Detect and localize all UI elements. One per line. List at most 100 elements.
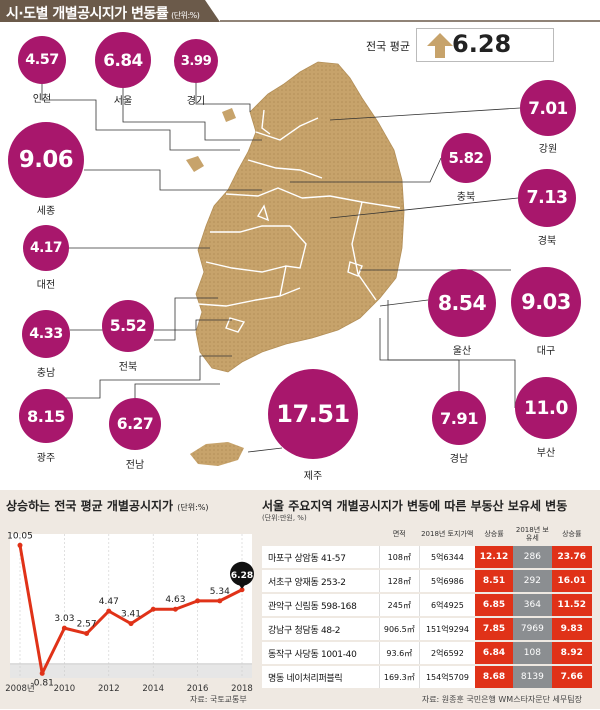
- region-name: 제주: [303, 471, 323, 482]
- national-average-value: 6.28: [452, 30, 512, 58]
- row-area: 128㎡: [378, 569, 420, 594]
- region-bubble: 8.54: [428, 269, 496, 337]
- table-row: 서초구 양재동 253-2 128㎡ 5억6986 8.51 292 16.01: [262, 569, 592, 594]
- leader-line: [195, 83, 251, 112]
- highlight-badge: [230, 561, 254, 586]
- national-average-label: 전국 평균: [366, 40, 410, 53]
- point-label: 3.41: [121, 610, 141, 620]
- region-value: 7.01: [528, 98, 568, 118]
- line-point: [84, 631, 90, 637]
- table-header-area: 면적: [392, 530, 406, 538]
- row-rise: 6.85: [474, 593, 514, 618]
- region-value: 6.84: [103, 50, 143, 70]
- region-name: 충남: [36, 368, 56, 379]
- point-label: 5.34: [210, 587, 230, 597]
- up-arrow-icon: [427, 33, 453, 58]
- point-label: 3.03: [54, 614, 74, 624]
- point-label: 2.57: [77, 620, 97, 630]
- row-price: 5억6344: [419, 546, 475, 570]
- line-point: [217, 598, 223, 604]
- region-name: 충북: [456, 192, 476, 203]
- line-point: [61, 625, 67, 631]
- leader-line: [329, 197, 519, 219]
- line-point: [39, 670, 45, 676]
- row-tax: 8139: [513, 665, 552, 690]
- point-label: 4.47: [99, 597, 119, 607]
- region-value: 8.54: [437, 291, 487, 315]
- table-header-tax: 2018년 보유세: [515, 526, 549, 542]
- leader-line: [247, 447, 283, 453]
- region-bubble: 11.0: [515, 377, 577, 439]
- row-price: 6억4925: [419, 593, 475, 618]
- region-value: 3.99: [180, 53, 212, 69]
- row-area: 906.5㎡: [378, 617, 420, 642]
- table-source: 자료: 원종훈 국민은행 WM스타자문단 세무팀장: [421, 695, 582, 704]
- line-chart: 10.05 -0.81 3.032.57 4.473.41 4.63 5.346.28 20…: [5, 531, 254, 694]
- region-value: 5.82: [448, 149, 484, 167]
- region-name: 인천: [32, 94, 52, 105]
- row-tax-rise: 9.83: [551, 617, 592, 642]
- row-rise: 12.12: [474, 546, 514, 570]
- region-bubble: 5.82: [441, 133, 491, 183]
- region-bubble: 5.52: [102, 300, 154, 352]
- line-point: [195, 598, 201, 604]
- jeju-shape: [190, 442, 244, 466]
- row-area: 245㎡: [378, 593, 420, 618]
- region-bubble: 9.06: [8, 122, 84, 198]
- region-bubble: 8.15: [19, 389, 73, 443]
- region-bubble: 6.84: [95, 32, 151, 88]
- tax-table: 면적 2018년 토지가액 상승률 2018년 보유세 상승률 마포구 상암동 …: [262, 522, 592, 690]
- plot-area-negative: [10, 663, 252, 678]
- plot-area-positive: [10, 534, 252, 664]
- table-row: 동작구 사당동 1001-40 93.6㎡ 2억6592 6.84 108 8.92: [262, 641, 592, 666]
- row-name: 마포구 상암동 41-57: [262, 546, 380, 570]
- region-name: 세종: [36, 206, 56, 217]
- row-tax-rise: 7.66: [551, 665, 592, 690]
- point-label: 4.63: [165, 595, 185, 605]
- point-label: 6.28: [231, 571, 253, 581]
- line-point: [239, 587, 245, 593]
- row-rise: 6.84: [474, 641, 514, 666]
- leader-line: [329, 107, 521, 121]
- region-value: 6.27: [116, 415, 154, 433]
- region-bubble: 7.91: [432, 391, 486, 445]
- region-bubble: 7.01: [520, 80, 576, 136]
- region-value: 9.06: [18, 147, 74, 173]
- row-price: 154억5709: [419, 665, 475, 690]
- page-title: 시·도별 개별공시지가 변동률 (단위:%): [6, 6, 200, 22]
- x-tick-label: 2016: [187, 684, 209, 694]
- row-price: 151억9294: [419, 617, 475, 642]
- region-bubble: 4.33: [22, 310, 70, 358]
- leader-line: [84, 169, 262, 191]
- row-area: 169.3㎡: [378, 665, 420, 690]
- line-chart-title: 상승하는 전국 평균 개별공시지가 (단위:%): [6, 499, 209, 513]
- region-value: 11.0: [524, 397, 568, 419]
- region-name: 강원: [538, 144, 558, 155]
- leader-line: [134, 383, 220, 398]
- table-unit: (단위:만원, %): [262, 514, 307, 522]
- line-point: [172, 606, 178, 612]
- region-name: 대구: [536, 346, 556, 357]
- x-tick-label: 2018: [231, 684, 253, 694]
- line-chart-source: 자료: 국토교통부: [190, 695, 247, 704]
- islands-shape: [186, 108, 236, 172]
- line-point: [106, 608, 112, 614]
- row-area: 108㎡: [378, 546, 420, 570]
- row-name: 강남구 청담동 48-2: [262, 617, 380, 642]
- x-tick-label: 2008년: [5, 683, 34, 694]
- table-header-tax-rise: 상승률: [562, 530, 582, 538]
- region-name: 경남: [449, 454, 469, 465]
- row-rise: 8.51: [474, 569, 514, 594]
- region-name: 서울: [113, 96, 133, 107]
- leader-line: [387, 300, 516, 408]
- region-bubble: 7.13: [518, 169, 576, 227]
- row-tax-rise: 23.76: [551, 546, 592, 570]
- leader-line: [379, 299, 429, 307]
- table-row: 관악구 신림동 598-168 245㎡ 6억4925 6.85 364 11.52: [262, 593, 592, 618]
- highlight-pointer: [238, 583, 246, 589]
- region-bubble: 4.17: [23, 225, 69, 271]
- header-background: [0, 0, 600, 22]
- region-name: 대전: [36, 280, 56, 291]
- region-name: 울산: [452, 346, 472, 357]
- region-value: 5.52: [109, 317, 147, 335]
